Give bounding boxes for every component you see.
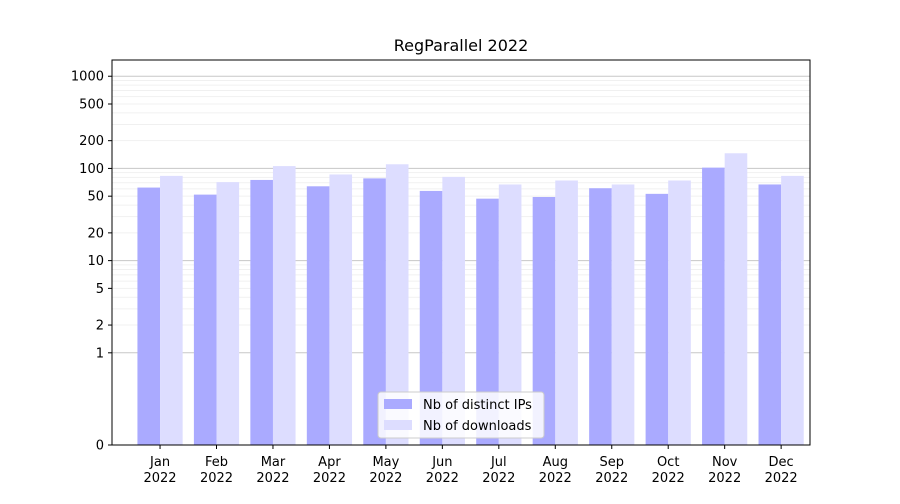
x-tick-label: Jul 2022: [482, 455, 515, 486]
y-tick-label: 2: [96, 319, 104, 334]
bar-distinct-ips: [476, 198, 499, 445]
legend: Nb of distinct IPs Nb of downloads: [377, 391, 545, 439]
bar-distinct-ips: [137, 187, 161, 445]
x-tick-label-line: 2022: [765, 471, 798, 486]
y-tick-label: 0: [96, 439, 104, 454]
bar-downloads: [329, 174, 353, 445]
legend-label: Nb of downloads: [423, 419, 532, 434]
bar-distinct-ips: [702, 167, 725, 445]
y-tick-label: 10: [87, 254, 104, 269]
bar-downloads: [442, 176, 465, 445]
y-tick-label: 500: [79, 97, 104, 112]
y-tick-label: 5: [96, 282, 104, 297]
bar-downloads: [385, 164, 409, 445]
bar-downloads: [216, 182, 240, 445]
bar-downloads: [668, 180, 691, 445]
bar-distinct-ips: [645, 193, 669, 445]
y-tick-label: 1000: [71, 70, 104, 85]
legend-swatch: [384, 420, 412, 430]
y-tick-label: 200: [79, 134, 104, 149]
x-tick-label-line: 2022: [369, 471, 402, 486]
x-tick-label-line: 2022: [256, 471, 289, 486]
y-axis: 0 1 2 5 10 20 50 100 200 500 1000: [71, 70, 112, 454]
chart-title: RegParallel 2022: [394, 36, 529, 55]
x-tick-label: Jun 2022: [426, 455, 459, 486]
x-tick-label: Oct 2022: [652, 455, 685, 486]
bar-distinct-ips: [589, 188, 612, 445]
plot-frame: [111, 59, 811, 446]
legend-label: Nb of distinct IPs: [423, 398, 532, 413]
bar-downloads: [781, 175, 804, 445]
legend-box: [377, 391, 545, 439]
x-tick-label-line: Feb: [205, 455, 228, 470]
x-tick-label: Nov 2022: [708, 455, 741, 486]
bar-downloads: [160, 175, 183, 445]
bar-downloads: [724, 153, 748, 445]
y-tick-label: 20: [87, 226, 104, 241]
bar-distinct-ips: [193, 194, 217, 445]
bar-distinct-ips: [758, 184, 782, 445]
y-tick-label: 50: [87, 190, 104, 205]
x-tick-label-line: Mar: [261, 455, 286, 470]
x-tick-label-line: 2022: [200, 471, 233, 486]
x-tick-label-line: 2022: [595, 471, 628, 486]
x-tick-label: Aug 2022: [539, 455, 572, 486]
x-tick-label-line: Sep: [599, 455, 624, 470]
bar-downloads: [272, 166, 296, 446]
bar-distinct-ips: [250, 179, 273, 446]
bar-downloads: [611, 184, 635, 445]
x-tick-label-line: Aug: [543, 455, 568, 470]
bar-distinct-ips: [532, 196, 556, 445]
x-tick-label-line: 2022: [426, 471, 459, 486]
x-tick-label-line: Jan: [149, 455, 170, 470]
x-tick-label-line: Nov: [712, 455, 738, 470]
y-tick-label: 1: [96, 346, 104, 361]
bar-distinct-ips: [363, 178, 386, 445]
bar-downloads: [498, 184, 522, 445]
x-tick-label-line: May: [372, 455, 399, 470]
bar-distinct-ips: [306, 186, 330, 446]
bars-layer: [137, 153, 804, 446]
bar-downloads: [555, 180, 578, 445]
x-tick-label: Dec 2022: [765, 455, 798, 486]
x-tick-label: Jan 2022: [143, 455, 176, 486]
legend-swatch: [384, 399, 412, 409]
x-tick-label: Mar 2022: [256, 455, 289, 486]
x-tick-label-line: Dec: [769, 455, 794, 470]
x-tick-label-line: Oct: [657, 455, 679, 470]
x-tick-label-line: Jul: [490, 455, 507, 470]
x-tick-label-line: 2022: [482, 471, 515, 486]
x-tick-label-line: 2022: [652, 471, 685, 486]
x-tick-label: Apr 2022: [313, 455, 346, 486]
x-tick-label-line: Jun: [431, 455, 452, 470]
x-tick-label: Feb 2022: [200, 455, 233, 486]
x-tick-label-line: 2022: [143, 471, 176, 486]
x-tick-label: Sep 2022: [595, 455, 628, 486]
x-tick-label: May 2022: [369, 455, 402, 486]
bar-distinct-ips: [419, 190, 443, 445]
x-tick-label-line: 2022: [708, 471, 741, 486]
x-tick-label-line: 2022: [539, 471, 572, 486]
x-tick-label-line: Apr: [318, 455, 341, 470]
x-tick-label-line: 2022: [313, 471, 346, 486]
y-tick-label: 100: [79, 162, 104, 177]
